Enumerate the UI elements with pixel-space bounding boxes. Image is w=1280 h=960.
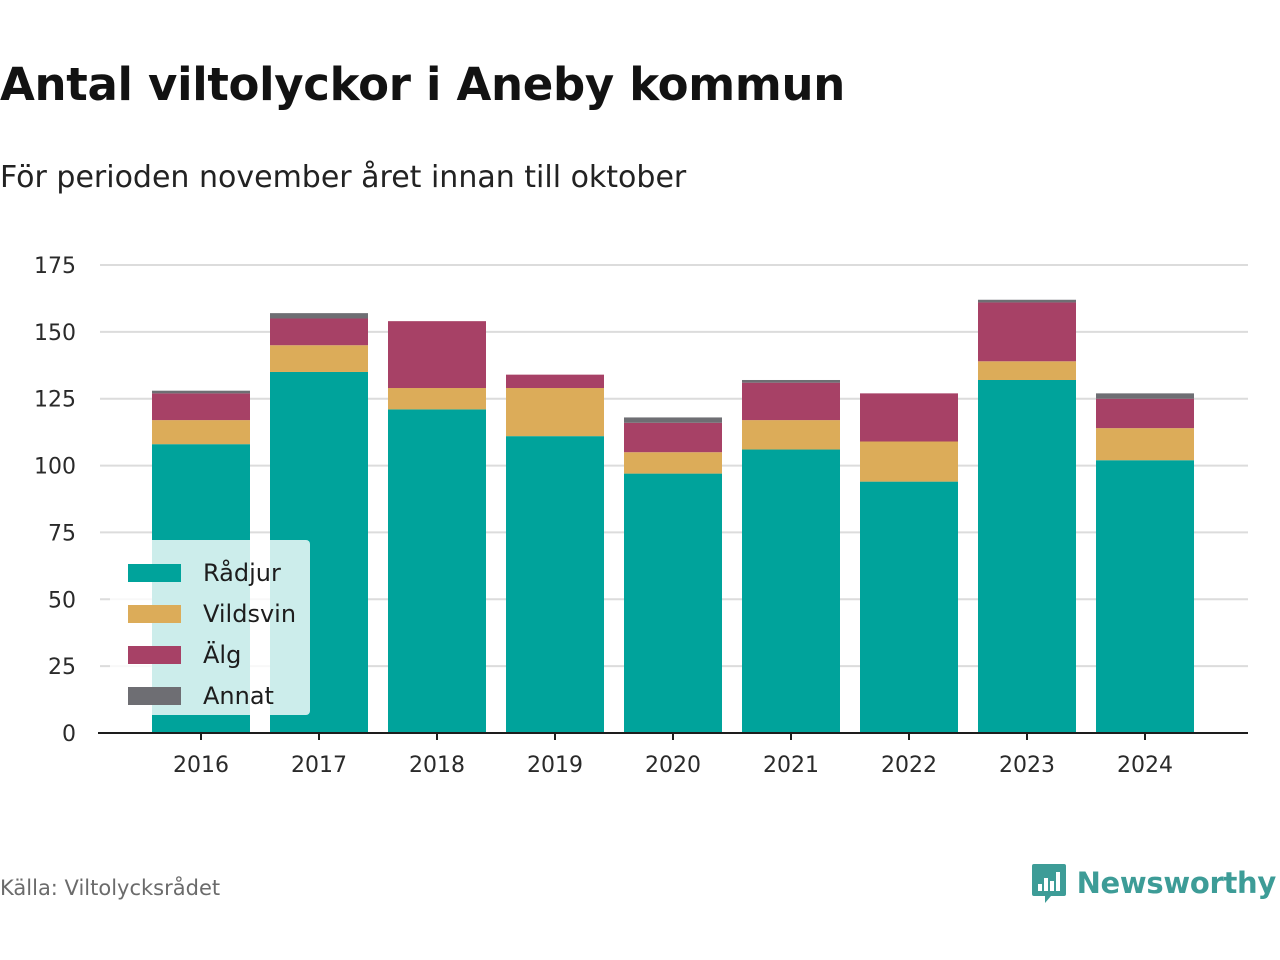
bar-segment xyxy=(388,321,486,389)
y-tick-label: 0 xyxy=(62,722,76,747)
stacked-bar-chart: 0 25 50 75 100 125 150 175 2016 2017 2018 2019 2020 2… xyxy=(34,254,1248,778)
legend-label: Älg xyxy=(203,640,241,669)
bar-segment xyxy=(742,449,840,733)
legend-box xyxy=(110,540,310,715)
chart-title: Antal viltolyckor i Aneby kommun xyxy=(0,58,845,111)
bar-segment xyxy=(624,422,722,453)
x-tick-label: 2016 xyxy=(173,753,229,778)
y-tick-label: 175 xyxy=(34,254,76,279)
x-tick-label: 2017 xyxy=(291,753,347,778)
bar-segment xyxy=(506,436,604,733)
y-tick-label: 100 xyxy=(34,455,76,480)
x-tick-label: 2018 xyxy=(409,753,465,778)
bar-segment xyxy=(388,409,486,733)
legend-label: Annat xyxy=(203,682,274,710)
y-tick-label: 125 xyxy=(34,388,76,413)
bar-segment xyxy=(270,313,368,319)
y-tick-label: 25 xyxy=(48,655,76,680)
bar-segment xyxy=(506,374,604,389)
bar-segment xyxy=(152,393,250,421)
bar-segment xyxy=(1096,460,1194,733)
x-tick-label: 2022 xyxy=(881,753,937,778)
bar-segment xyxy=(388,388,486,410)
legend-label: Vildsvin xyxy=(203,600,296,628)
bar-segment xyxy=(742,379,840,383)
bar-segment xyxy=(978,361,1076,380)
bars xyxy=(152,299,1194,733)
legend: Rådjur Vildsvin Älg Annat xyxy=(110,540,310,715)
source-note: Källa: Viltolycksrådet xyxy=(0,876,221,900)
brand-name: Newsworthy xyxy=(1076,866,1277,900)
bar-segment xyxy=(860,393,958,442)
brand-logo: Newsworthy xyxy=(1031,862,1276,904)
bar-segment xyxy=(1096,398,1194,429)
bar-segment xyxy=(624,473,722,733)
bar-segment xyxy=(978,299,1076,303)
chart-subtitle: För perioden november året innan till ok… xyxy=(0,160,687,195)
bar-segment xyxy=(152,390,250,394)
bar-segment xyxy=(270,345,368,372)
bar-segment xyxy=(506,388,604,437)
bar-segment xyxy=(978,379,1076,733)
bar-segment xyxy=(1096,393,1194,399)
y-tick-label: 50 xyxy=(48,588,76,613)
bar-segment xyxy=(624,452,722,474)
bar-segment xyxy=(860,481,958,733)
bar-segment xyxy=(624,417,722,423)
bar-segment xyxy=(270,318,368,346)
x-tick-label: 2020 xyxy=(645,753,701,778)
x-tick-label: 2024 xyxy=(1117,753,1173,778)
y-tick-label: 150 xyxy=(34,321,76,346)
legend-swatch xyxy=(128,605,181,623)
bar-segment xyxy=(1096,428,1194,461)
axes: 0 25 50 75 100 125 150 175 2016 2017 2018 2019 2020 2… xyxy=(34,254,1248,778)
bar-segment xyxy=(860,441,958,482)
legend-swatch xyxy=(128,687,181,705)
x-tick-label: 2023 xyxy=(999,753,1055,778)
x-tick-label: 2021 xyxy=(763,753,819,778)
legend-label: Rådjur xyxy=(203,558,281,587)
y-tick-label: 75 xyxy=(48,521,76,546)
legend-swatch xyxy=(128,646,181,664)
bar-segment xyxy=(152,420,250,445)
legend-swatch xyxy=(128,564,181,582)
bar-segment xyxy=(742,382,840,421)
bar-segment xyxy=(978,302,1076,362)
bar-segment xyxy=(742,420,840,450)
bar-chart-speech-bubble-icon xyxy=(1031,864,1066,903)
x-tick-label: 2019 xyxy=(527,753,583,778)
